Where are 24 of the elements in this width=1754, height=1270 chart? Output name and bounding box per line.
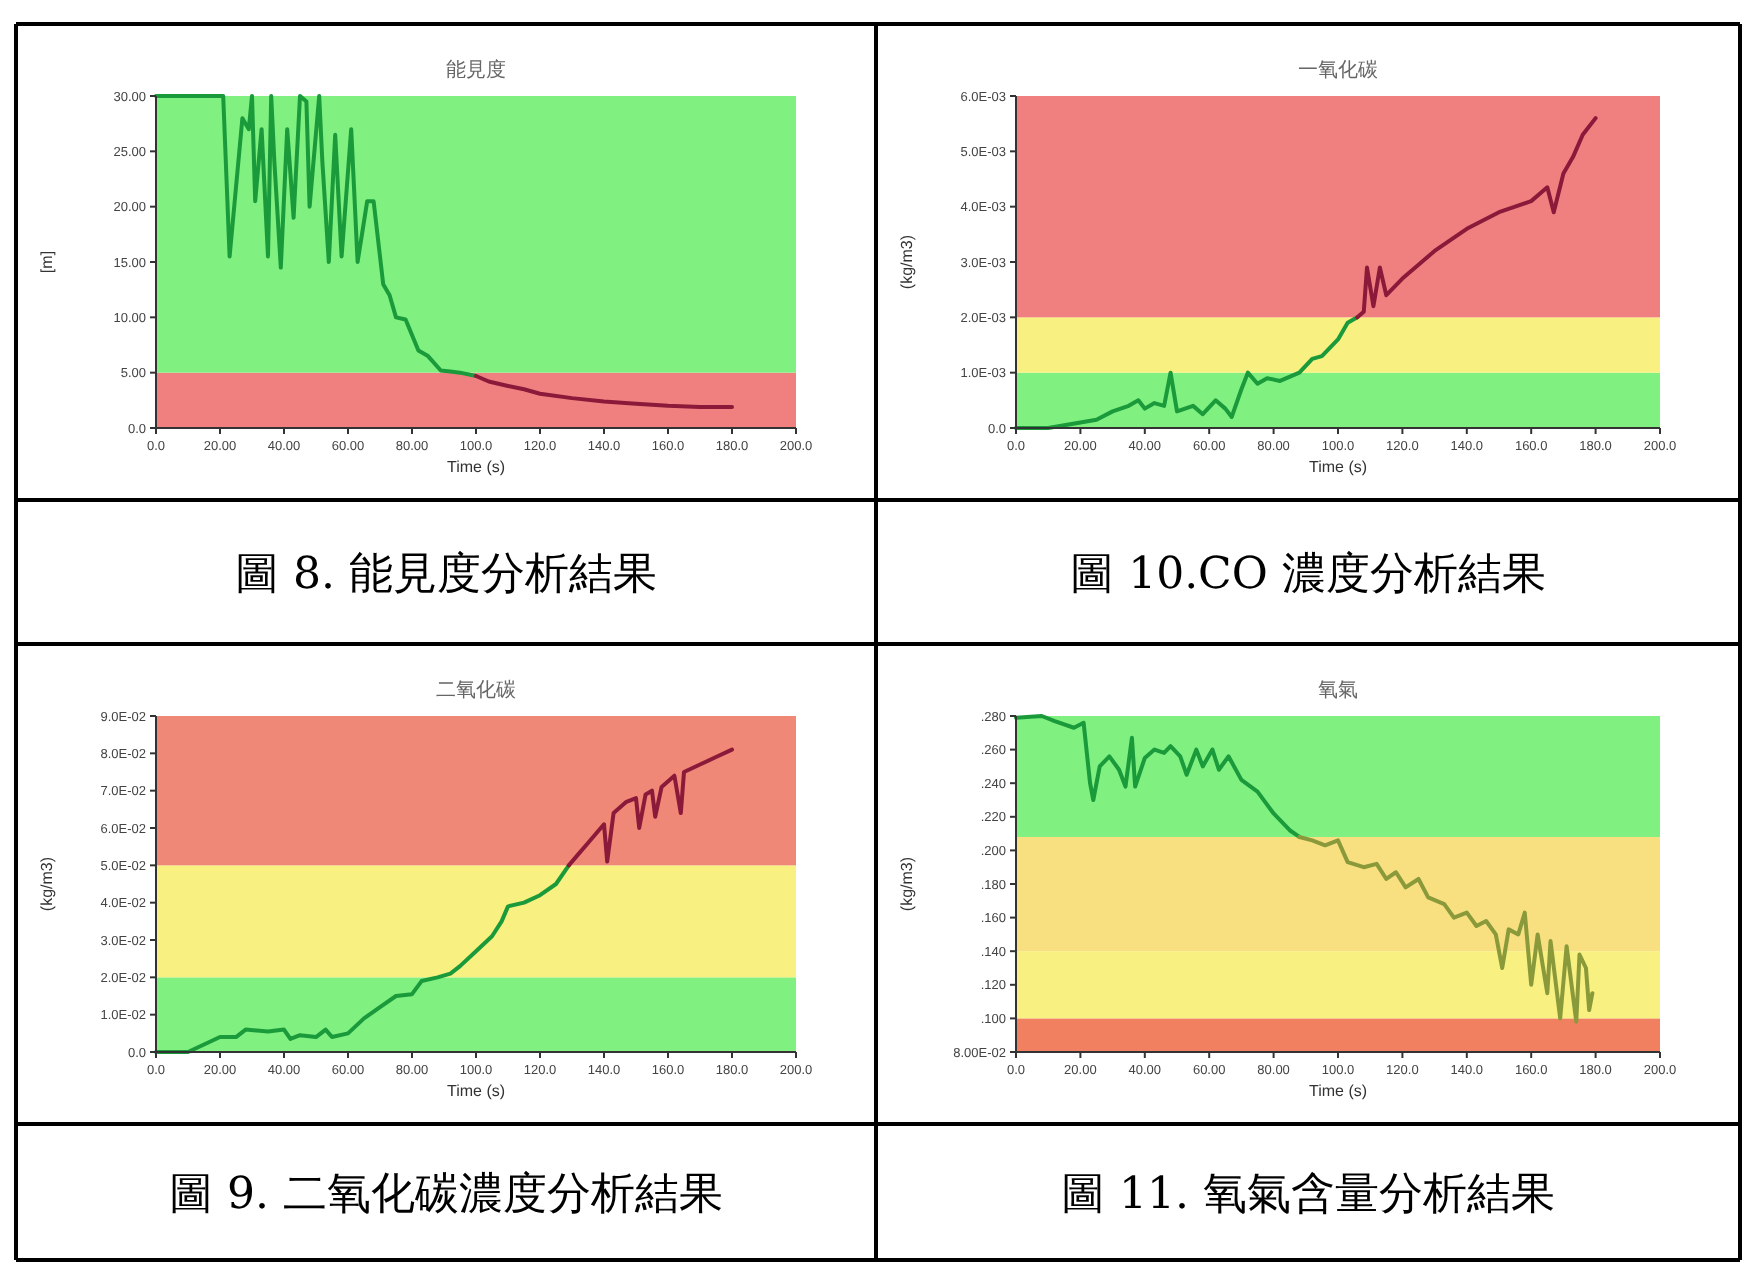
chart-title: 一氧化碳 <box>1298 58 1378 82</box>
y-axis-title: [m] <box>38 250 56 274</box>
caption: 圖 9. 二氧化碳濃度分析結果 <box>169 1170 723 1220</box>
chart-title: 二氧化碳 <box>436 678 516 702</box>
line-series <box>1014 315 1360 430</box>
caption: 圖 10.CO 濃度分析結果 <box>1070 550 1546 600</box>
y-axis-title: (kg/m3) <box>898 856 916 912</box>
caption: 圖 11. 氧氣含量分析結果 <box>1061 1170 1555 1220</box>
line-series <box>154 863 571 1054</box>
line-series <box>154 94 478 378</box>
line-series <box>1355 116 1598 320</box>
y-axis-title: (kg/m3) <box>38 856 56 912</box>
line-series <box>566 747 734 868</box>
x-axis-title: Time (s) <box>1308 1082 1368 1100</box>
y-axis-title: (kg/m3) <box>898 234 916 290</box>
chart-title: 能見度 <box>446 58 506 82</box>
caption: 圖 8. 能見度分析結果 <box>235 550 657 600</box>
chart-title: 氧氣 <box>1318 680 1358 702</box>
x-axis-title: Time (s) <box>446 1082 506 1100</box>
x-axis-title: Time (s) <box>446 458 506 476</box>
line-series <box>1014 714 1302 839</box>
line-series <box>1297 834 1595 1024</box>
x-axis-title: Time (s) <box>1308 458 1368 476</box>
line-series <box>474 373 734 409</box>
